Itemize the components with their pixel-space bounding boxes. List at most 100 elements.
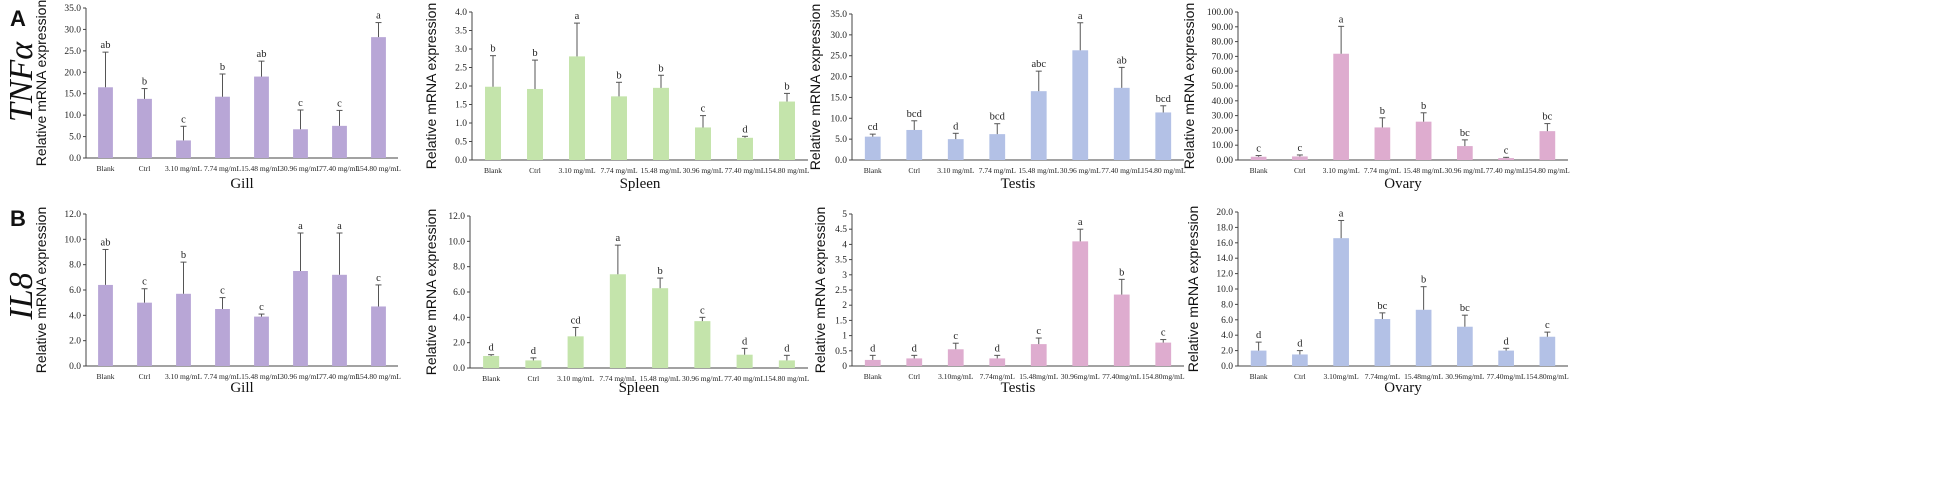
x-tick-label: 77.40 mg/mL xyxy=(319,164,360,173)
x-tick-label: Blank xyxy=(484,166,502,175)
significance-letter: d xyxy=(742,336,748,347)
y-tick-label: 2.5 xyxy=(835,286,847,296)
significance-letter: a xyxy=(1078,217,1083,228)
x-tick-label: 3.10 mg/mL xyxy=(558,166,596,175)
significance-letter: a xyxy=(337,221,342,232)
significance-letter: d xyxy=(870,343,876,354)
bar xyxy=(1498,350,1514,366)
y-tick-label: 12.0 xyxy=(1216,270,1233,280)
significance-letter: c xyxy=(1298,143,1303,154)
x-axis-title: Gill xyxy=(230,176,253,192)
significance-letter: c xyxy=(376,273,381,284)
significance-letter: d xyxy=(489,343,495,354)
y-tick-label: 6.0 xyxy=(69,286,81,296)
bar xyxy=(254,76,269,158)
y-tick-label: 5.0 xyxy=(69,133,81,143)
y-tick-label: 0.0 xyxy=(1221,362,1233,372)
bar xyxy=(1539,131,1556,160)
bar xyxy=(527,88,543,160)
y-tick-label: 10.0 xyxy=(448,237,465,247)
y-tick-label: 30.0 xyxy=(64,25,81,35)
bar xyxy=(1113,294,1130,366)
bar xyxy=(1292,354,1308,366)
y-tick-label: 30.00 xyxy=(1212,112,1234,122)
x-tick-label: 77.40 mg/mL xyxy=(724,374,765,383)
bar xyxy=(176,293,191,366)
bar xyxy=(947,349,964,366)
bar xyxy=(906,129,923,160)
x-tick-label: 77.40 mg/mL xyxy=(319,372,360,381)
x-tick-label: Ctrl xyxy=(908,372,920,381)
significance-letter: bc xyxy=(1460,303,1470,314)
x-tick-label: 3.10mg/mL xyxy=(1324,372,1360,381)
significance-letter: c xyxy=(298,98,303,109)
x-tick-label: 3.10 mg/mL xyxy=(937,166,975,175)
y-tick-label: 4.5 xyxy=(835,225,847,235)
y-tick-label: 4.0 xyxy=(1221,331,1233,341)
x-axis-title: Spleen xyxy=(619,380,660,396)
significance-letter: abc xyxy=(1031,59,1046,70)
significance-letter: ab xyxy=(257,49,267,60)
significance-letter: c xyxy=(953,331,958,342)
y-tick-label: 10.0 xyxy=(64,235,81,245)
y-tick-label: 1.0 xyxy=(455,119,467,129)
y-axis-label: Relative mRNA expression xyxy=(807,4,823,171)
significance-letter: cd xyxy=(571,315,582,326)
significance-letter: b xyxy=(1421,275,1426,286)
y-tick-label: 15.0 xyxy=(64,90,81,100)
x-tick-label: 15.48 mg/mL xyxy=(241,372,282,381)
significance-letter: a xyxy=(616,233,621,244)
x-tick-label: 30.96 mg/mL xyxy=(280,164,321,173)
significance-letter: b xyxy=(142,77,147,88)
chart-4-ovary: 0.00 10.00 20.00 30.00 40.00 50.00 60.00 70.00 8… xyxy=(1181,3,1570,192)
bar xyxy=(906,358,923,366)
significance-letter: b xyxy=(181,250,186,261)
y-tick-label: 0.0 xyxy=(69,154,81,164)
significance-letter: a xyxy=(1339,14,1344,25)
x-tick-label: 3.10 mg/mL xyxy=(165,164,203,173)
y-tick-label: 20.0 xyxy=(830,73,847,83)
panel-letter-b: B xyxy=(10,206,26,231)
significance-letter: a xyxy=(1339,208,1344,219)
y-tick-label: 2.5 xyxy=(455,64,467,74)
x-tick-label: 154.80mg/mL xyxy=(1142,372,1185,381)
x-tick-label: 15.48mg/mL xyxy=(1404,372,1443,381)
significance-letter: ab xyxy=(101,40,111,51)
bar xyxy=(176,140,191,158)
y-tick-label: 12.0 xyxy=(448,212,465,222)
bar xyxy=(609,274,626,368)
y-tick-label: 0 xyxy=(842,362,847,372)
significance-letter: b xyxy=(658,63,663,74)
x-tick-label: 3.10 mg/mL xyxy=(165,372,203,381)
bar xyxy=(694,321,711,368)
significance-letter: c xyxy=(1256,144,1261,155)
y-tick-label: 0.00 xyxy=(1216,156,1233,166)
bar xyxy=(947,139,964,160)
x-tick-label: Blank xyxy=(482,374,500,383)
bar xyxy=(653,87,669,160)
y-tick-label: 15.0 xyxy=(830,93,847,103)
bar xyxy=(864,359,881,366)
significance-letter: a xyxy=(575,11,580,22)
chart-5-gill: 0.0 2.0 4.0 6.0 8.0 10.0 12.0 Relative mRNA exp… xyxy=(33,207,401,396)
x-tick-label: 30.96 mg/mL xyxy=(682,374,723,383)
y-tick-label: 0.0 xyxy=(455,156,467,166)
x-tick-label: Blank xyxy=(1250,372,1268,381)
x-tick-label: 154.80mg/mL xyxy=(1526,372,1569,381)
y-tick-label: 4.0 xyxy=(455,8,467,18)
bar xyxy=(611,96,627,160)
bar xyxy=(864,136,881,160)
bar xyxy=(1333,238,1349,366)
x-tick-label: 154.80 mg/mL xyxy=(356,372,401,381)
x-tick-label: Ctrl xyxy=(908,166,920,175)
x-tick-label: Ctrl xyxy=(529,166,541,175)
bar xyxy=(1457,146,1473,160)
x-tick-label: 7.74 mg/mL xyxy=(600,166,638,175)
bar xyxy=(779,101,795,160)
y-tick-label: 4 xyxy=(842,240,847,250)
bar xyxy=(485,86,501,160)
chart-7-testis: 0 0.5 1 1.5 2 2.5 3 3.5 4 4.5 5 Relative mRNA expre… xyxy=(812,207,1185,396)
x-tick-label: Ctrl xyxy=(1294,166,1306,175)
